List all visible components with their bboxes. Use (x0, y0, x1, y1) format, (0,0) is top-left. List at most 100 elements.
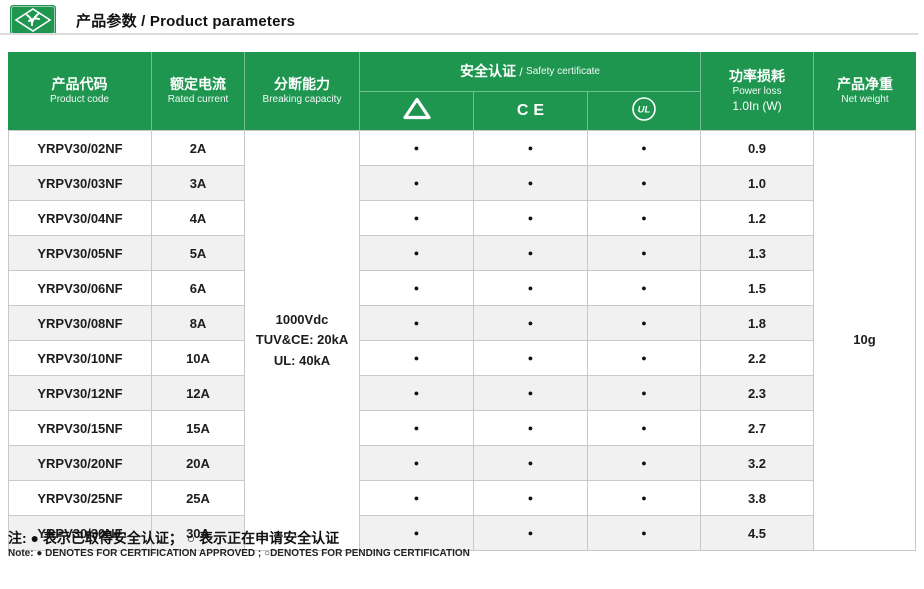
product-code-cell: YRPV30/03NF (8, 166, 152, 201)
power-loss-cell: 0.9 (701, 130, 814, 166)
ce-certified-cell: ● (474, 376, 588, 411)
rated-current-cell: 2A (152, 130, 245, 166)
ce-certified-cell: ● (474, 306, 588, 341)
ce-mark-icon: CE (516, 102, 550, 119)
ul-certified-cell: ● (588, 376, 701, 411)
ce-certified-cell: ● (474, 166, 588, 201)
section-header: 产品参数 / Product parameters (10, 5, 295, 35)
tuv-triangle-icon (402, 97, 431, 120)
product-code-cell: YRPV30/12NF (8, 376, 152, 411)
ce-certified-cell: ● (474, 481, 588, 516)
table-row: YRPV30/12NF 12A ● ● ● 2.3 (8, 376, 916, 411)
ul-certified-cell: ● (588, 201, 701, 236)
product-code-cell: YRPV30/05NF (8, 236, 152, 271)
power-loss-cell: 3.8 (701, 481, 814, 516)
header-row-top: 产品代码 Product code 额定电流 Rated current 分断能… (8, 52, 916, 130)
power-loss-cell: 3.2 (701, 446, 814, 481)
ce-certified-cell: ● (474, 201, 588, 236)
note-line-en: Note: ● DENOTES FOR CERTIFICATION APPROV… (8, 548, 470, 559)
table-row: YRPV30/05NF 5A ● ● ● 1.3 (8, 236, 916, 271)
header-power-loss: 功率损耗 Power loss 1.0In (W) (701, 52, 814, 130)
rated-current-cell: 25A (152, 481, 245, 516)
ul-certified-cell: ● (588, 236, 701, 271)
header-ce-column: CE (474, 91, 588, 130)
table-row: YRPV30/30NF 30A ● ● ● 4.5 (8, 516, 916, 551)
ul-certified-cell: ● (588, 341, 701, 376)
power-loss-cell: 1.5 (701, 271, 814, 306)
header-ul-column: UL (588, 91, 701, 130)
ul-certified-cell: ● (588, 411, 701, 446)
ul-certified-cell: ● (588, 481, 701, 516)
tuv-certified-cell: ● (360, 446, 474, 481)
header-row-icons: CE UL (8, 91, 916, 130)
table-row: YRPV30/25NF 25A ● ● ● 3.8 (8, 481, 916, 516)
header-tuv-column (360, 91, 474, 130)
table-body: YRPV30/02NF 2A 1000Vdc TUV&CE: 20kA UL: 40kA… (8, 130, 916, 551)
breaking-capacity-merged-cell: 1000Vdc TUV&CE: 20kA UL: 40kA (245, 130, 360, 551)
ul-certified-cell: ● (588, 130, 701, 166)
svg-text:UL: UL (638, 104, 651, 115)
ul-certified-cell: ● (588, 306, 701, 341)
rated-current-cell: 3A (152, 166, 245, 201)
breaking-capacity-line: 1000Vdc (275, 312, 329, 328)
breaking-capacity-line: UL: 40kA (273, 352, 331, 368)
tuv-certified-cell: ● (360, 306, 474, 341)
ul-certified-cell: ● (588, 516, 701, 551)
ce-certified-cell: ● (474, 411, 588, 446)
table-row: YRPV30/20NF 20A ● ● ● 3.2 (8, 446, 916, 481)
tuv-certified-cell: ● (360, 341, 474, 376)
table-row: YRPV30/08NF 8A ● ● ● 1.8 (8, 306, 916, 341)
rated-current-cell: 4A (152, 201, 245, 236)
brand-logo-icon (10, 5, 56, 35)
ul-certified-cell: ● (588, 166, 701, 201)
power-loss-cell: 4.5 (701, 516, 814, 551)
product-code-cell: YRPV30/10NF (8, 341, 152, 376)
power-loss-cell: 1.3 (701, 236, 814, 271)
ul-certified-cell: ● (588, 271, 701, 306)
header-net-weight: 产品净重 Net weight (814, 52, 916, 130)
page-title: 产品参数 / Product parameters (76, 12, 296, 30)
rated-current-cell: 30A (152, 516, 245, 551)
tuv-certified-cell: ● (360, 201, 474, 236)
title-divider (0, 33, 918, 35)
product-code-cell: YRPV30/15NF (8, 411, 152, 446)
net-weight-merged-cell: 10g (814, 130, 916, 551)
ce-certified-cell: ● (474, 446, 588, 481)
header-rated-current: 额定电流 Rated current (152, 52, 245, 130)
power-loss-cell: 1.0 (701, 166, 814, 201)
product-code-cell: YRPV30/20NF (8, 446, 152, 481)
ce-certified-cell: ● (474, 130, 588, 166)
table-row: YRPV30/02NF 2A 1000Vdc TUV&CE: 20kA UL: 40kA… (8, 130, 916, 551)
product-code-cell: YRPV30/06NF (8, 271, 152, 306)
header-safety-certificate: 安全认证 / Safety certificate (360, 52, 701, 91)
table-row: YRPV30/03NF 3A ● ● ● 1.0 (8, 166, 916, 201)
ul-mark-icon: UL (632, 96, 656, 121)
table-row: YRPV30/15NF 15A ● ● ● 2.7 (8, 411, 916, 446)
table-row: YRPV30/06NF 6A ● ● ● 1.5 (8, 271, 916, 306)
tuv-certified-cell: ● (360, 236, 474, 271)
product-code-cell: YRPV30/30NF (8, 516, 152, 551)
product-code-cell: YRPV30/25NF (8, 481, 152, 516)
table-row: YRPV30/10NF 10A ● ● ● 2.2 (8, 341, 916, 376)
rated-current-cell: 8A (152, 306, 245, 341)
power-loss-cell: 2.7 (701, 411, 814, 446)
rated-current-cell: 20A (152, 446, 245, 481)
tuv-certified-cell: ● (360, 481, 474, 516)
table-row: YRPV30/04NF 4A ● ● ● 1.2 (8, 201, 916, 236)
ul-certified-cell: ● (588, 446, 701, 481)
ce-certified-cell: ● (474, 341, 588, 376)
tuv-certified-cell: ● (360, 166, 474, 201)
tuv-certified-cell: ● (360, 376, 474, 411)
tuv-certified-cell: ● (360, 271, 474, 306)
power-loss-cell: 2.3 (701, 376, 814, 411)
power-loss-cell: 1.2 (701, 201, 814, 236)
product-parameters-table: 产品代码 Product code 额定电流 Rated current 分断能… (8, 52, 916, 551)
product-code-cell: YRPV30/04NF (8, 201, 152, 236)
ce-certified-cell: ● (474, 271, 588, 306)
ce-certified-cell: ● (474, 516, 588, 551)
tuv-certified-cell: ● (360, 516, 474, 551)
header-product-code: 产品代码 Product code (8, 52, 152, 130)
rated-current-cell: 10A (152, 341, 245, 376)
tuv-certified-cell: ● (360, 130, 474, 166)
